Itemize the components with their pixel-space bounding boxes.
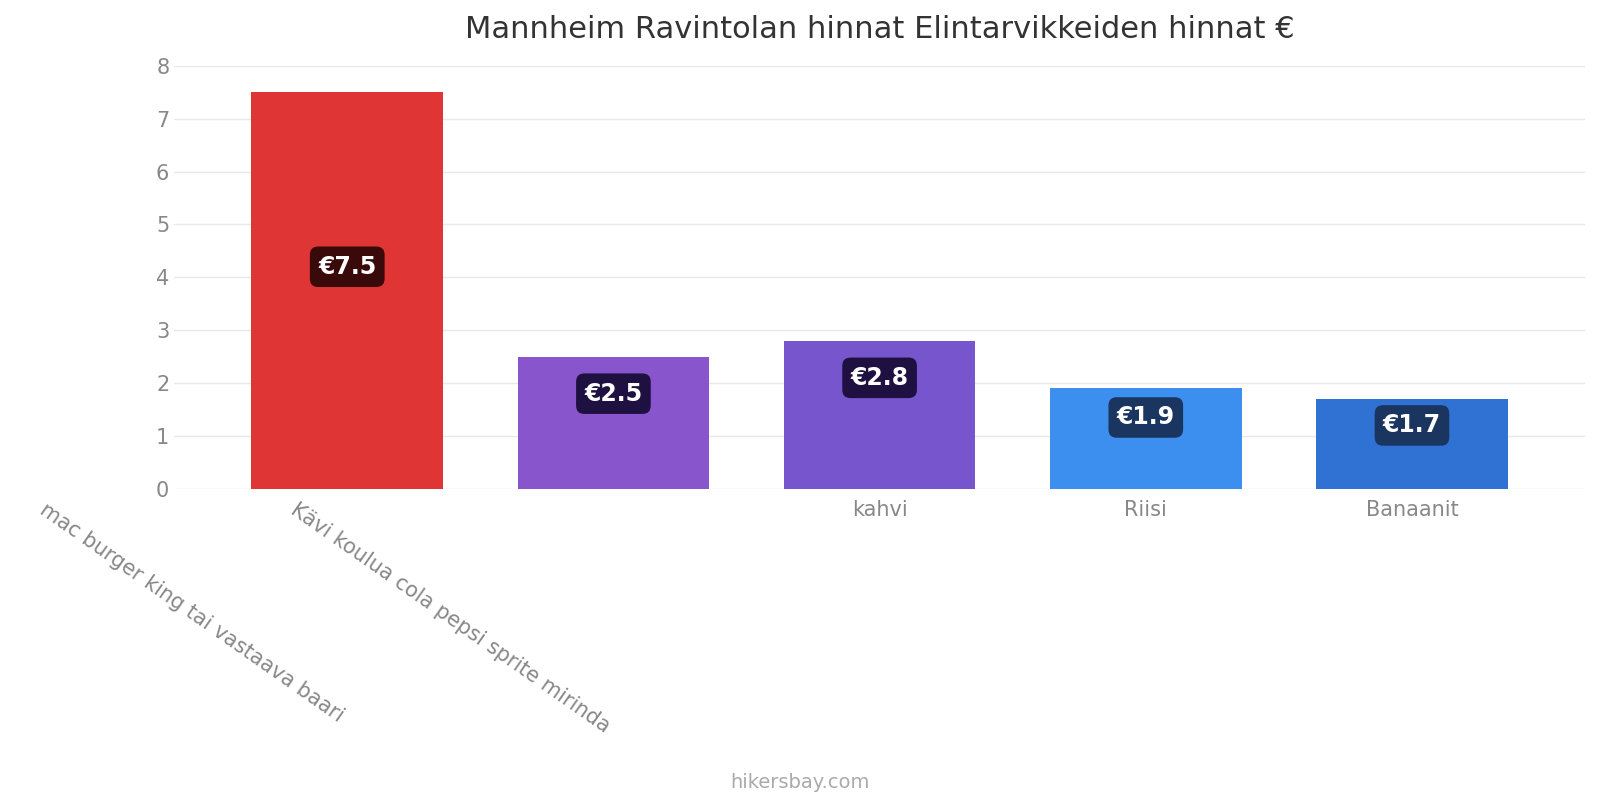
Text: €2.8: €2.8 bbox=[851, 366, 909, 390]
Text: €2.5: €2.5 bbox=[584, 382, 643, 406]
Bar bbox=[1050, 389, 1242, 489]
Text: €7.5: €7.5 bbox=[318, 254, 376, 278]
Text: hikersbay.com: hikersbay.com bbox=[730, 773, 870, 792]
Bar bbox=[251, 92, 443, 489]
Bar bbox=[1317, 399, 1507, 489]
Bar bbox=[784, 341, 976, 489]
Text: €1.7: €1.7 bbox=[1382, 414, 1442, 438]
Text: €1.9: €1.9 bbox=[1117, 406, 1174, 430]
Bar bbox=[517, 357, 709, 489]
Title: Mannheim Ravintolan hinnat Elintarvikkeiden hinnat €: Mannheim Ravintolan hinnat Elintarvikkei… bbox=[464, 15, 1294, 44]
